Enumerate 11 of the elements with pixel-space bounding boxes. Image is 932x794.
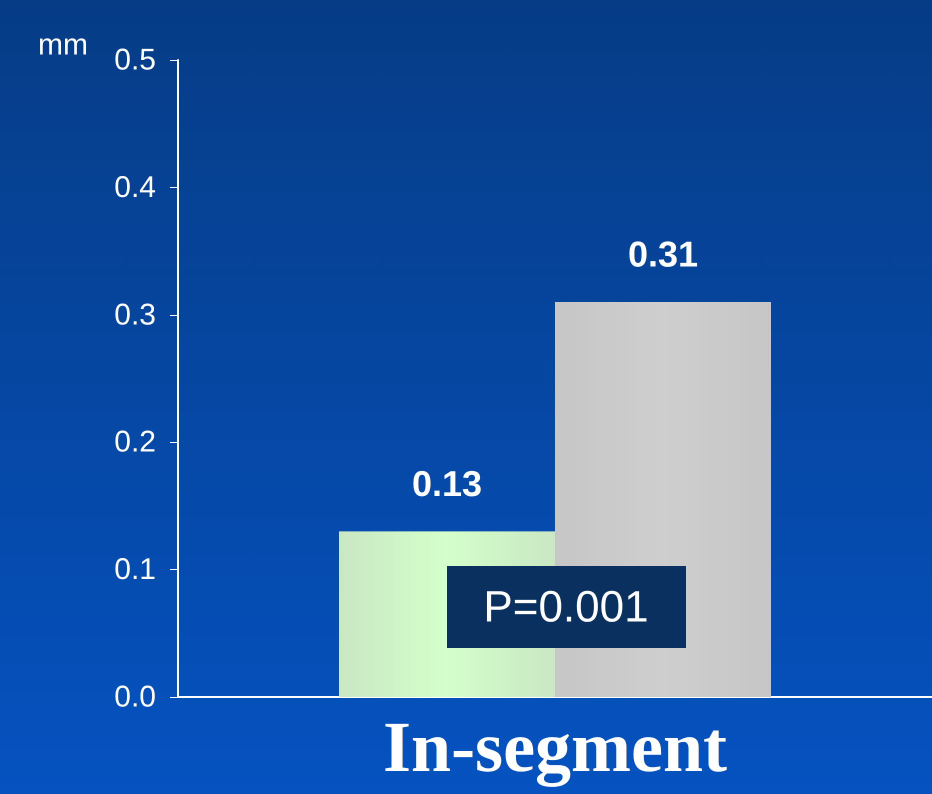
y-tick-label: 0.4: [114, 170, 156, 204]
y-tick-label: 0.1: [114, 553, 156, 586]
y-tick-label: 0.2: [114, 426, 156, 459]
y-tick-label: 0.0: [114, 680, 156, 714]
y-tick-label: 0.5: [114, 44, 156, 76]
x-tick-label: In-segment: [383, 707, 728, 787]
data-label: 0.31: [628, 234, 698, 275]
annotation: P=0.001: [483, 582, 649, 632]
y-tick-label: 0.3: [114, 298, 156, 332]
data-label: 0.13: [412, 462, 482, 504]
y-axis-title: mm: [38, 28, 88, 62]
